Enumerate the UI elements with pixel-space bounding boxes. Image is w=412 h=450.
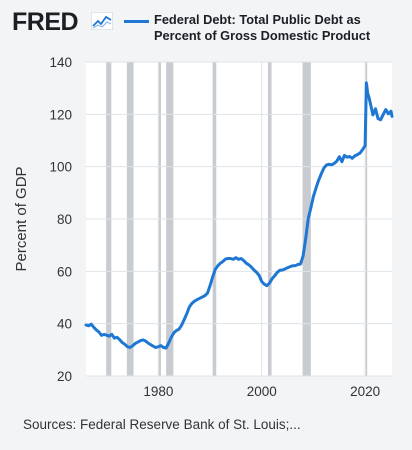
x-tick-label-2000: 2000 bbox=[247, 384, 277, 399]
series-line-0[interactable] bbox=[84, 81, 394, 350]
y-tick-label-40: 40 bbox=[57, 317, 72, 332]
y-tick-label-80: 80 bbox=[57, 212, 72, 227]
legend-line-1: Federal Debt: Total Public Debt as bbox=[154, 12, 361, 27]
y-tick-label-20: 20 bbox=[57, 369, 72, 384]
fred-logo[interactable]: FRED bbox=[12, 8, 79, 36]
x-tick-label-1980: 1980 bbox=[143, 384, 173, 399]
y-axis-label: Percent of GDP bbox=[13, 166, 30, 271]
series-layer bbox=[84, 81, 394, 350]
legend-series-swatch bbox=[124, 20, 149, 23]
y-tick-label-100: 100 bbox=[49, 160, 72, 175]
line-chart-icon bbox=[91, 12, 113, 30]
y-axis-ticks: 20 40 60 80 100 120 140 bbox=[49, 55, 72, 384]
y-tick-label-120: 120 bbox=[49, 107, 72, 122]
y-tick-label-60: 60 bbox=[57, 264, 72, 279]
line-chart: 20 40 60 80 100 120 140 1980 2000 2020 Percent o… bbox=[13, 55, 394, 399]
legend-line-2: Percent of Gross Domestic Product bbox=[154, 28, 371, 43]
x-tick-label-2020: 2020 bbox=[350, 384, 380, 399]
chart-area: 20 40 60 80 100 120 140 1980 2000 2020 Percent o… bbox=[0, 52, 412, 402]
y-tick-label-140: 140 bbox=[49, 55, 72, 70]
legend-series-label: Federal Debt: Total Public Debt as Perce… bbox=[154, 12, 404, 44]
x-axis-ticks: 1980 2000 2020 bbox=[143, 384, 380, 399]
source-note[interactable]: Sources: Federal Reserve Bank of St. Lou… bbox=[23, 417, 301, 432]
chart-legend: Federal Debt: Total Public Debt as Perce… bbox=[124, 12, 394, 48]
chart-header: FRED Federal Debt: Total Public Debt as … bbox=[0, 0, 412, 52]
